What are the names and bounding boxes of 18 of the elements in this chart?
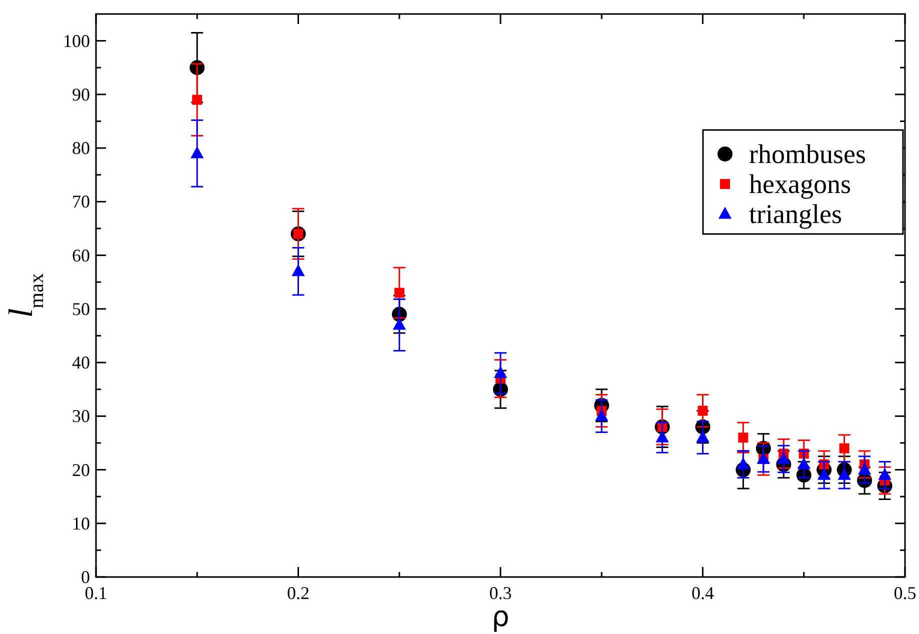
x-tick-label: 0.3: [489, 583, 512, 603]
legend-label: triangles: [749, 199, 842, 229]
y-tick-label: 70: [72, 192, 90, 212]
y-tick-label: 60: [72, 245, 90, 266]
x-tick-label: 0.2: [287, 583, 310, 603]
x-tick-label: 0.4: [692, 583, 714, 603]
legend-label: hexagons: [749, 169, 851, 199]
legend-label: rhombuses: [749, 139, 866, 169]
y-tick-label: 40: [72, 352, 90, 373]
x-axis-title: ρ: [492, 600, 510, 633]
y-tick-label: 90: [72, 84, 90, 104]
x-tick-label: 0.5: [894, 583, 916, 603]
y-tick-label: 80: [72, 138, 90, 158]
y-tick-label: 30: [72, 406, 90, 426]
y-tick-label: 20: [72, 460, 90, 480]
y-tick-label: 100: [63, 30, 90, 51]
y-tick-label: 50: [72, 298, 90, 319]
y-tick-label: 10: [72, 513, 90, 534]
